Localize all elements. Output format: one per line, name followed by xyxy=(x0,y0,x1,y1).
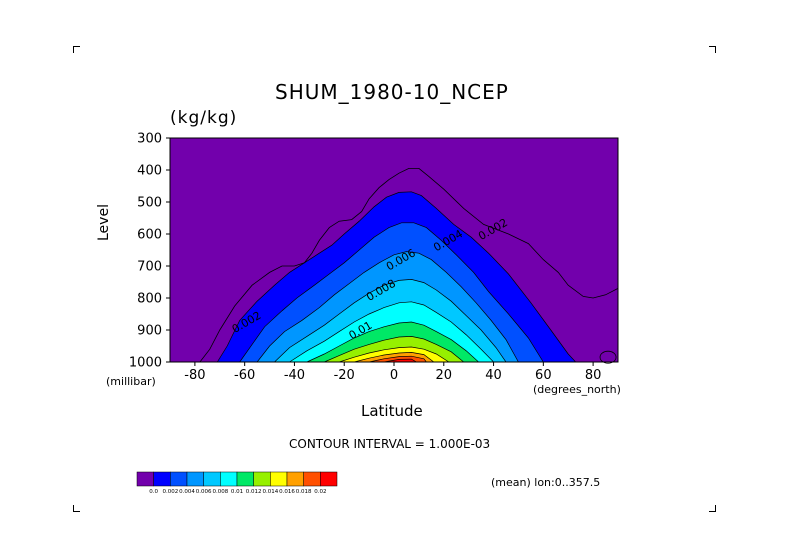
x-axis-unit: (degrees_north) xyxy=(533,383,621,396)
contour-line-polar-loop xyxy=(599,350,617,364)
contour-line-outer xyxy=(199,167,619,363)
crop-mark-top-right xyxy=(709,46,716,53)
y-axis-label: Level xyxy=(96,204,112,241)
y-tick-label-7: 900 xyxy=(137,324,162,339)
x-axis-label: Latitude xyxy=(361,402,423,420)
colorbar-swatch-1 xyxy=(136,471,154,487)
colorbar-tick-label-1: 0.0 xyxy=(149,489,158,495)
y-tick-label-3: 500 xyxy=(137,196,162,211)
colorbar-tick-label-6: 0.01 xyxy=(231,489,243,495)
colorbar-tick-label-10: 0.018 xyxy=(296,489,312,495)
y-tick-label-8: 1000 xyxy=(129,356,162,371)
colorbar-tick-label-9: 0.016 xyxy=(279,489,295,495)
x-tick-label-9: 80 xyxy=(585,368,602,383)
x-tick-label-6: 20 xyxy=(436,368,453,383)
chart-title: SHUM_1980-10_NCEP xyxy=(275,80,509,104)
x-tick-label-2: -60 xyxy=(234,368,255,383)
colorbar-tick-label-11: 0.02 xyxy=(314,489,326,495)
axes: 300 400 500 600 700 800 900 1000 -80 -60 -40 -20 0 20… xyxy=(129,132,619,383)
y-tick-label-5: 700 xyxy=(137,260,162,275)
colorbar-swatch-4 xyxy=(186,471,204,487)
colorbar-swatch-6 xyxy=(220,471,238,487)
x-tick-label-3: -40 xyxy=(284,368,305,383)
x-tick-label-4: -20 xyxy=(334,368,355,383)
colorbar-swatch-11 xyxy=(303,471,321,487)
colorbar-swatch-9 xyxy=(270,471,288,487)
y-tick-label-2: 400 xyxy=(137,164,162,179)
contour-lines xyxy=(199,167,619,364)
colorbar-swatch-3 xyxy=(170,471,188,487)
colorbar-swatch-7 xyxy=(236,471,254,487)
crop-mark-bottom-left xyxy=(73,505,80,512)
y-tick-label-6: 800 xyxy=(137,292,162,307)
x-tick-label-7: 40 xyxy=(485,368,502,383)
y-tick-label-1: 300 xyxy=(137,132,162,147)
colorbar-tick-label-5: 0.008 xyxy=(212,489,228,495)
x-tick-label-8: 60 xyxy=(535,368,552,383)
colorbar-swatch-2 xyxy=(153,471,171,487)
colorbar-tick-label-3: 0.004 xyxy=(179,489,195,495)
x-tick-label-1: -80 xyxy=(184,368,205,383)
units-label: (kg/kg) xyxy=(170,108,238,128)
crop-mark-bottom-right xyxy=(709,505,716,512)
colorbar-tick-label-4: 0.006 xyxy=(196,489,212,495)
colorbar-swatch-12 xyxy=(320,471,338,487)
colorbar-tick-label-7: 0.012 xyxy=(246,489,262,495)
y-axis-unit: (millibar) xyxy=(106,375,156,388)
colorbar: 0.0 0.002 0.004 0.006 0.008 0.01 0.012 0.014 0.0… xyxy=(136,471,338,495)
crop-mark-top-left xyxy=(73,46,80,53)
y-tick-label-4: 600 xyxy=(137,228,162,243)
colorbar-swatch-10 xyxy=(286,471,304,487)
colorbar-tick-label-8: 0.014 xyxy=(262,489,278,495)
contour-interval-note: CONTOUR INTERVAL = 1.000E-03 xyxy=(289,437,491,451)
colorbar-swatch-8 xyxy=(253,471,271,487)
colorbar-swatch-5 xyxy=(203,471,221,487)
filled-contours xyxy=(170,138,618,363)
colorbar-tick-label-2: 0.002 xyxy=(162,489,178,495)
mean-longitude-note: (mean) lon:0..357.5 xyxy=(491,476,601,489)
x-tick-label-5: 0 xyxy=(390,368,398,383)
